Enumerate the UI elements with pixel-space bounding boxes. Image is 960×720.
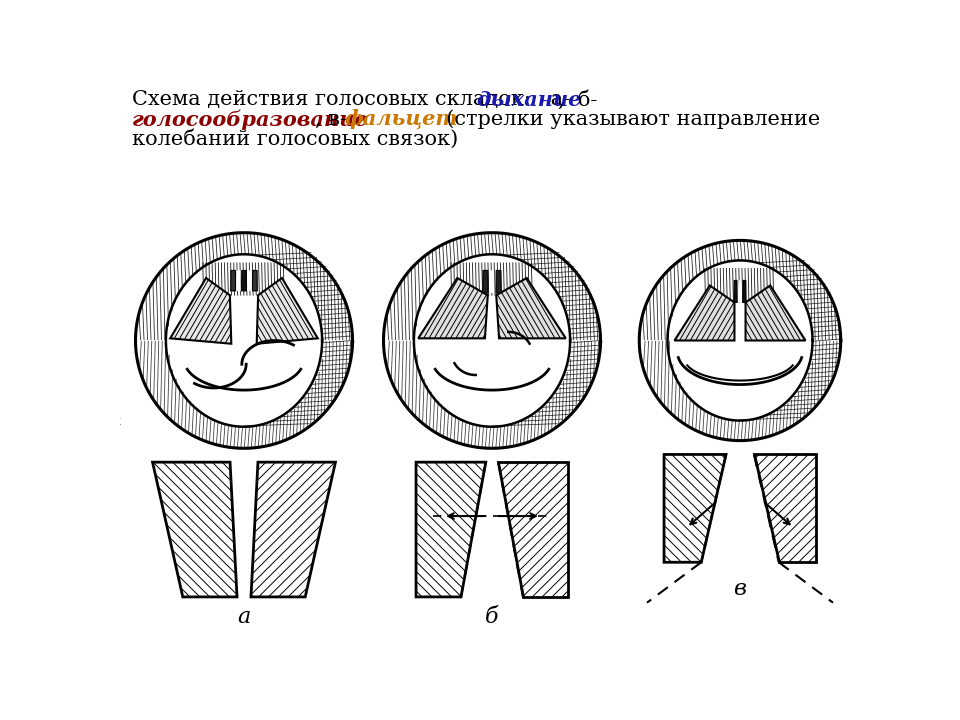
Polygon shape: [248, 271, 252, 291]
Text: дыхание: дыхание: [476, 90, 582, 110]
Text: колебаний голосовых связок): колебаний голосовых связок): [132, 129, 458, 148]
Polygon shape: [419, 278, 488, 338]
Polygon shape: [252, 271, 257, 291]
Text: в: в: [733, 577, 747, 600]
Polygon shape: [675, 285, 734, 341]
Polygon shape: [754, 454, 816, 562]
Polygon shape: [496, 278, 565, 338]
Polygon shape: [483, 271, 488, 293]
Polygon shape: [153, 462, 237, 597]
Text: ,  б-: , б-: [558, 90, 597, 110]
Text: б: б: [485, 606, 499, 628]
Polygon shape: [251, 462, 335, 597]
Polygon shape: [236, 271, 241, 291]
Polygon shape: [496, 271, 501, 293]
Text: фальцет: фальцет: [345, 109, 458, 130]
Polygon shape: [746, 285, 805, 341]
Polygon shape: [170, 278, 231, 343]
Polygon shape: [498, 462, 568, 597]
Polygon shape: [743, 280, 746, 302]
Polygon shape: [242, 271, 247, 291]
Text: голосообразование: голосообразование: [132, 109, 369, 130]
Polygon shape: [664, 454, 726, 562]
Polygon shape: [734, 280, 737, 302]
Polygon shape: [230, 271, 235, 291]
Polygon shape: [256, 278, 318, 343]
Text: , в-: , в-: [315, 109, 353, 128]
Polygon shape: [416, 462, 486, 597]
Text: (стрелки указывают направление: (стрелки указывают направление: [433, 109, 820, 129]
Text: Схема действия голосовых складок:   а-: Схема действия голосовых складок: а-: [132, 90, 576, 109]
Text: а: а: [237, 606, 251, 628]
Polygon shape: [738, 280, 741, 302]
Polygon shape: [490, 271, 494, 293]
